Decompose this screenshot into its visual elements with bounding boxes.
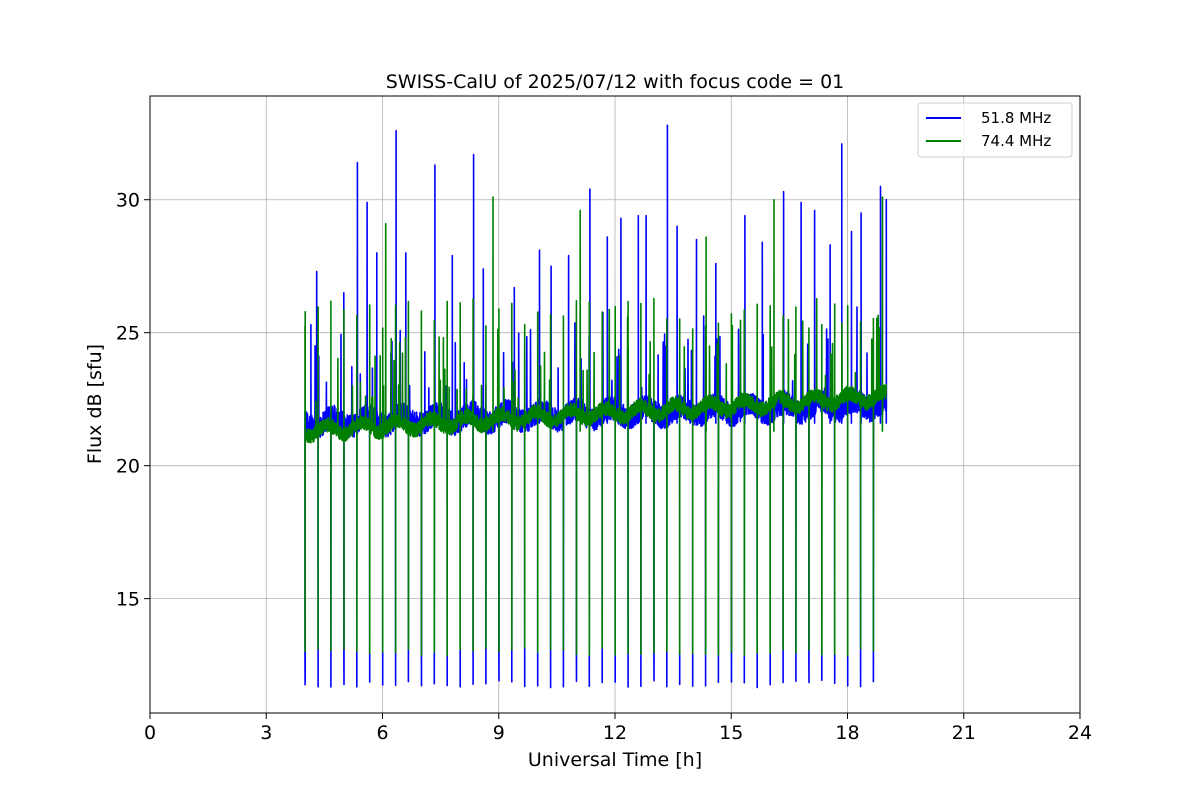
x-axis-label: Universal Time [h] bbox=[528, 749, 702, 771]
x-tick-label: 0 bbox=[144, 722, 156, 744]
x-tick-label: 12 bbox=[603, 722, 627, 744]
x-tick-label: 6 bbox=[376, 722, 388, 744]
legend-label-51-8-mhz: 51.8 MHz bbox=[981, 109, 1051, 127]
chart-title: SWISS-CalU of 2025/07/12 with focus code… bbox=[386, 71, 845, 93]
y-tick-label: 15 bbox=[116, 589, 140, 611]
y-tick-label: 20 bbox=[116, 456, 140, 478]
x-tick-label: 9 bbox=[493, 722, 505, 744]
legend-label-74-4-mhz: 74.4 MHz bbox=[981, 132, 1051, 150]
x-tick-label: 15 bbox=[719, 722, 743, 744]
x-tick-label: 21 bbox=[952, 722, 976, 744]
series-layer bbox=[304, 124, 888, 689]
y-axis-label: Flux dB [sfu] bbox=[84, 344, 106, 464]
legend: 51.8 MHz 74.4 MHz bbox=[917, 102, 1073, 158]
x-tick-label: 18 bbox=[835, 722, 859, 744]
y-tick-label: 30 bbox=[116, 190, 140, 212]
ticks: 0 3 6 9 12 15 18 21 24 15 20 25 30 bbox=[116, 190, 1092, 744]
series-line-74-4-mhz bbox=[304, 196, 887, 657]
y-tick-label: 25 bbox=[116, 323, 140, 345]
x-tick-label: 3 bbox=[260, 722, 272, 744]
legend-box bbox=[917, 102, 1073, 158]
x-tick-label: 24 bbox=[1068, 722, 1092, 744]
